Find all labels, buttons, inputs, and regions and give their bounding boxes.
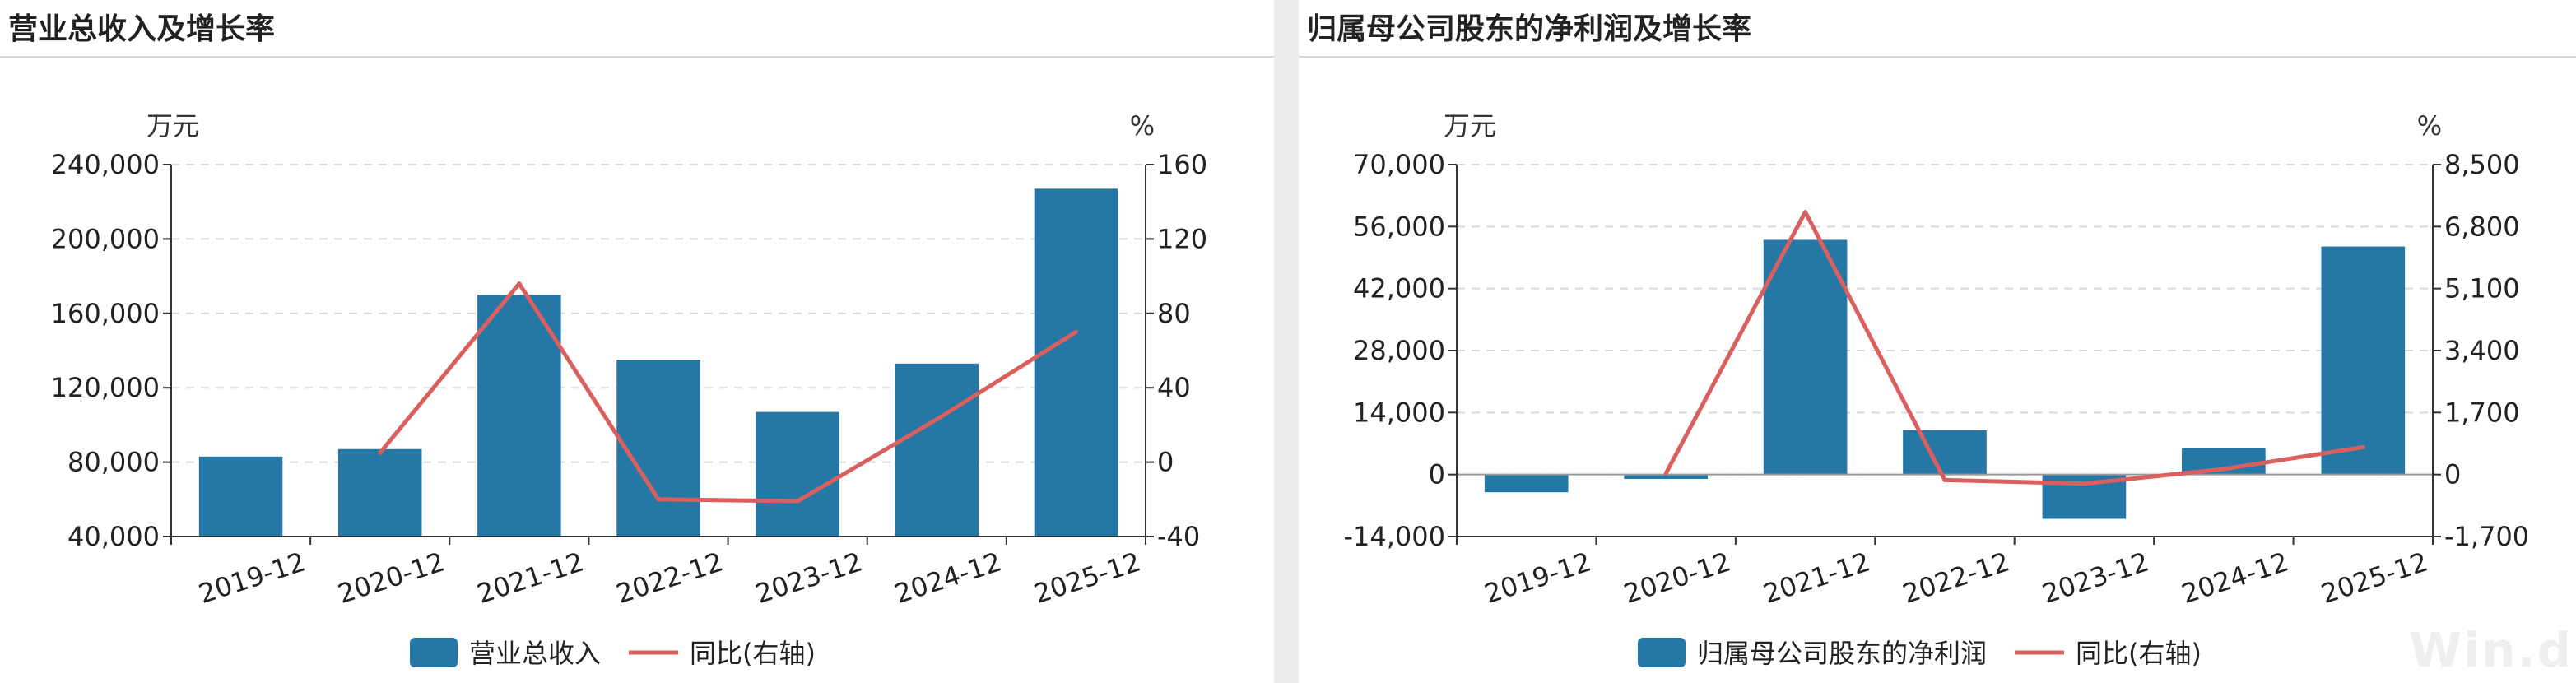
growth-rate-point xyxy=(2221,467,2226,472)
bar xyxy=(895,363,979,537)
bar xyxy=(198,456,283,537)
x-tick-label: 2023-12 xyxy=(2039,546,2153,609)
growth-rate-point xyxy=(1073,329,1078,334)
right-tick-label: 3,400 xyxy=(2444,335,2520,366)
net-profit-chart: -14,000 0 14,000 28,000 42,000 56,000 70,000 -1… xyxy=(1343,110,2529,669)
right-unit-label: % xyxy=(2417,110,2442,142)
right-tick-label: -1,700 xyxy=(2444,521,2529,552)
left-tick-label: 80,000 xyxy=(67,447,160,478)
x-tick-label: 2024-12 xyxy=(890,546,1005,609)
right-tick-label: 5,100 xyxy=(2444,273,2520,304)
left-tick-label: 240,000 xyxy=(51,149,160,180)
right-tick-label: 40 xyxy=(1157,372,1191,403)
x-tick-label: 2025-12 xyxy=(2318,546,2432,609)
legend-line-label: 同比(右轴) xyxy=(2076,638,2202,669)
x-tick-label: 2019-12 xyxy=(1481,546,1595,609)
legend-bar-label: 营业总收入 xyxy=(469,638,601,669)
growth-rate-point xyxy=(934,417,939,422)
panel-divider xyxy=(1274,0,1299,683)
bar xyxy=(616,360,700,537)
right-tick-label: 6,800 xyxy=(2444,211,2520,242)
bar xyxy=(1763,239,1848,475)
right-tick-label: 8,500 xyxy=(2444,149,2520,180)
x-tick-label: 2023-12 xyxy=(751,546,866,609)
x-tick-label: 2021-12 xyxy=(1760,546,1874,609)
right-tick-label: 0 xyxy=(1157,447,1174,478)
left-tick-label: 14,000 xyxy=(1353,397,1445,428)
x-tick-label: 2021-12 xyxy=(473,546,588,609)
bar xyxy=(756,411,839,537)
growth-rate-point xyxy=(795,499,800,504)
revenue-chart-title: 营业总收入及增长率 xyxy=(8,12,276,46)
right-tick-label: -40 xyxy=(1157,521,1200,552)
left-tick-label: 120,000 xyxy=(51,372,160,403)
left-tick-label: 56,000 xyxy=(1353,211,1445,242)
x-tick-label: 2020-12 xyxy=(334,546,449,609)
growth-rate-point xyxy=(2360,444,2365,449)
title-divider xyxy=(0,56,1274,58)
x-tick-label: 2019-12 xyxy=(195,546,309,609)
growth-rate-line xyxy=(378,281,1077,504)
growth-rate-point xyxy=(1942,477,1947,482)
x-tick-label: 2022-12 xyxy=(1899,546,2013,609)
x-tick-label: 2024-12 xyxy=(2178,546,2292,609)
x-tick-label: 2020-12 xyxy=(1620,546,1734,609)
growth-rate-point xyxy=(2081,481,2086,486)
left-unit-label: 万元 xyxy=(1444,110,1496,142)
bar xyxy=(1903,430,1987,475)
watermark-logo: Win.d xyxy=(2409,622,2573,678)
bar xyxy=(1484,474,1569,493)
legend-bar-swatch xyxy=(1638,638,1686,667)
left-tick-label: 200,000 xyxy=(51,223,160,254)
growth-rate-point xyxy=(1803,210,1808,215)
left-tick-label: 40,000 xyxy=(67,521,160,552)
left-tick-label: 160,000 xyxy=(51,298,160,329)
growth-rate-point xyxy=(378,450,383,455)
bar xyxy=(477,295,561,537)
left-tick-label: -14,000 xyxy=(1343,521,1445,552)
legend-line-label: 同比(右轴) xyxy=(690,638,816,669)
title-divider xyxy=(1299,56,2576,58)
left-tick-label: 70,000 xyxy=(1353,149,1445,180)
legend-bar-swatch xyxy=(410,638,458,667)
bar xyxy=(1624,474,1708,480)
right-tick-label: 80 xyxy=(1157,298,1191,329)
right-tick-label: 160 xyxy=(1157,149,1207,180)
x-tick-label: 2025-12 xyxy=(1030,546,1145,609)
growth-rate-point xyxy=(517,281,522,286)
growth-rate-point xyxy=(1663,471,1668,476)
left-tick-label: 0 xyxy=(1429,459,1445,490)
bar xyxy=(1034,188,1118,537)
revenue-chart: 40,000 80,000 120,000 160,000 200,000 240,000… xyxy=(51,110,1207,669)
growth-rate-point xyxy=(656,497,661,502)
net-profit-chart-title: 归属母公司股东的净利润及增长率 xyxy=(1307,12,1752,46)
bar xyxy=(2321,246,2406,475)
left-unit-label: 万元 xyxy=(146,110,199,142)
right-tick-label: 120 xyxy=(1157,223,1207,254)
growth-rate-line xyxy=(1663,210,2364,486)
x-tick-label: 2022-12 xyxy=(612,546,727,609)
bar xyxy=(337,448,422,537)
revenue-panel: 营业总收入及增长率 40,000 80,000 120,000 160,000 200,… xyxy=(0,0,1274,683)
right-tick-label: 0 xyxy=(2444,459,2461,490)
net-profit-panel: 归属母公司股东的净利润及增长率 -14,000 0 14,000 28,000 42,0… xyxy=(1299,0,2576,683)
left-tick-label: 28,000 xyxy=(1353,335,1445,366)
left-tick-label: 42,000 xyxy=(1353,273,1445,304)
right-tick-label: 1,700 xyxy=(2444,397,2520,428)
right-unit-label: % xyxy=(1130,110,1155,142)
legend-bar-label: 归属母公司股东的净利润 xyxy=(1697,638,1987,669)
